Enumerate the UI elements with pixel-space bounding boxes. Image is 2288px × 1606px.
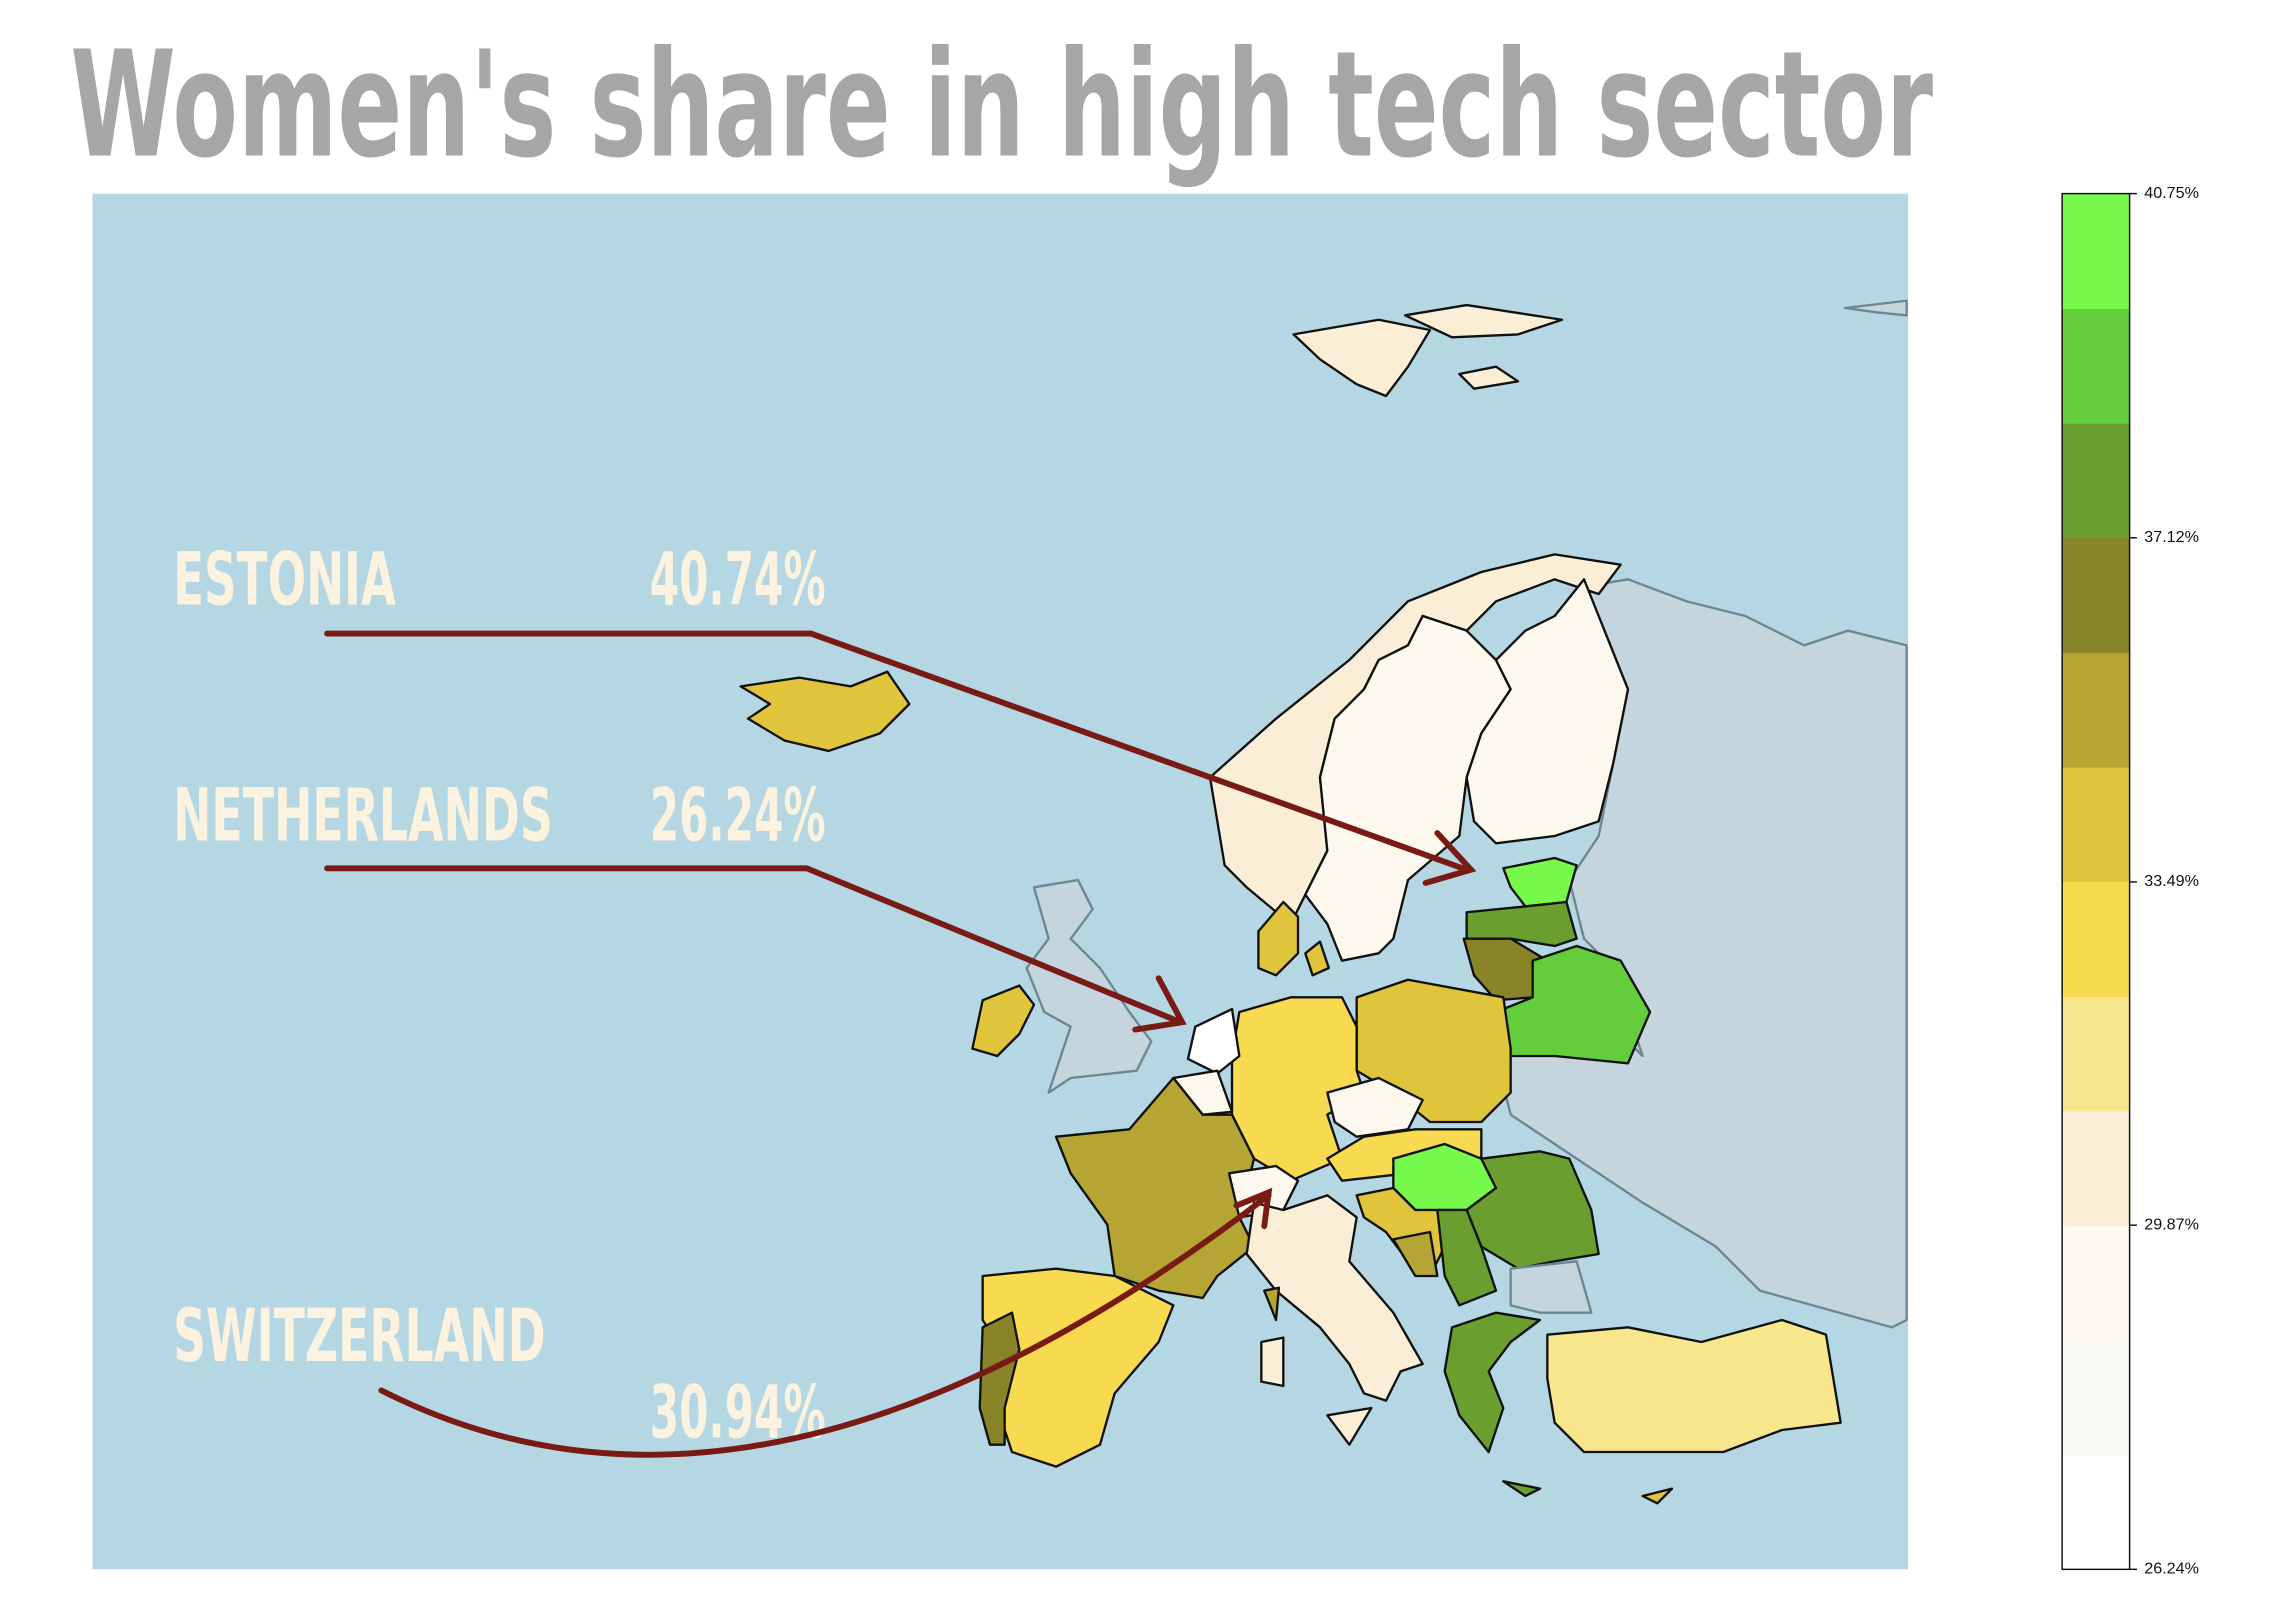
country [978,1311,1021,1446]
colorbar-band [2062,193,2130,309]
colorbar-band [2062,308,2130,424]
country [1304,940,1330,977]
country [1641,1487,1674,1505]
colorbar-tick-label: 37.12% [2144,528,2199,546]
country [1494,578,1908,1329]
colorbar-band [2062,652,2130,768]
country [1292,318,1432,398]
country [1263,1286,1281,1322]
arrow [378,1187,1273,1458]
colorbar-band [2062,766,2130,883]
country [1436,1208,1498,1307]
country [1443,1311,1542,1454]
colorbar-band [2062,1225,2130,1341]
country [1403,303,1564,339]
colorbar-tick-label: 40.75% [2144,184,2199,202]
annotation-label: SWITZERLAND [173,1294,546,1379]
country [1257,900,1300,977]
annotation-value: 40.74% [650,537,826,622]
colorbar-band [2062,996,2130,1112]
colorbar-band [2062,537,2130,653]
annotations: ESTONIA 40.74% NETHERLANDS 26.24% SWITZE… [173,537,1477,1458]
country [1465,1150,1600,1270]
country [1509,1260,1593,1314]
annotation-label: ESTONIA [173,537,396,622]
colorbar-band [2062,1340,2130,1456]
country [1260,1336,1285,1388]
annotation-value: 26.24% [650,773,826,858]
country [1843,299,1908,317]
colorbar-band [2062,881,2130,997]
country [1502,1480,1542,1498]
arrow [324,630,1477,886]
country [739,670,911,753]
annotation-value: 30.94% [650,1370,826,1455]
colorbar-band [2062,1454,2130,1571]
colorbar-band [2062,422,2130,539]
country [1186,1007,1241,1075]
colorbar: 40.75% 37.12% 33.49% 29.87% 26.24% [2061,184,2199,1578]
country [1546,1318,1842,1454]
annotation-label: NETHERLANDS [173,773,553,858]
colorbar-tick-label: 26.24% [2144,1560,2199,1578]
country [1494,944,1652,1065]
country [1245,1194,1424,1402]
map [92,193,1909,1570]
country [971,984,1036,1058]
country [1465,578,1630,845]
colorbar-band [2062,1110,2130,1227]
country [1458,365,1520,390]
country [1326,1406,1373,1446]
chart-title: Women's share in high tech sector [70,19,1933,190]
country [1392,1230,1439,1278]
colorbar-tick-label: 29.87% [2144,1215,2199,1233]
colorbar-tick-label: 33.49% [2144,872,2199,890]
arrow [324,865,1187,1033]
